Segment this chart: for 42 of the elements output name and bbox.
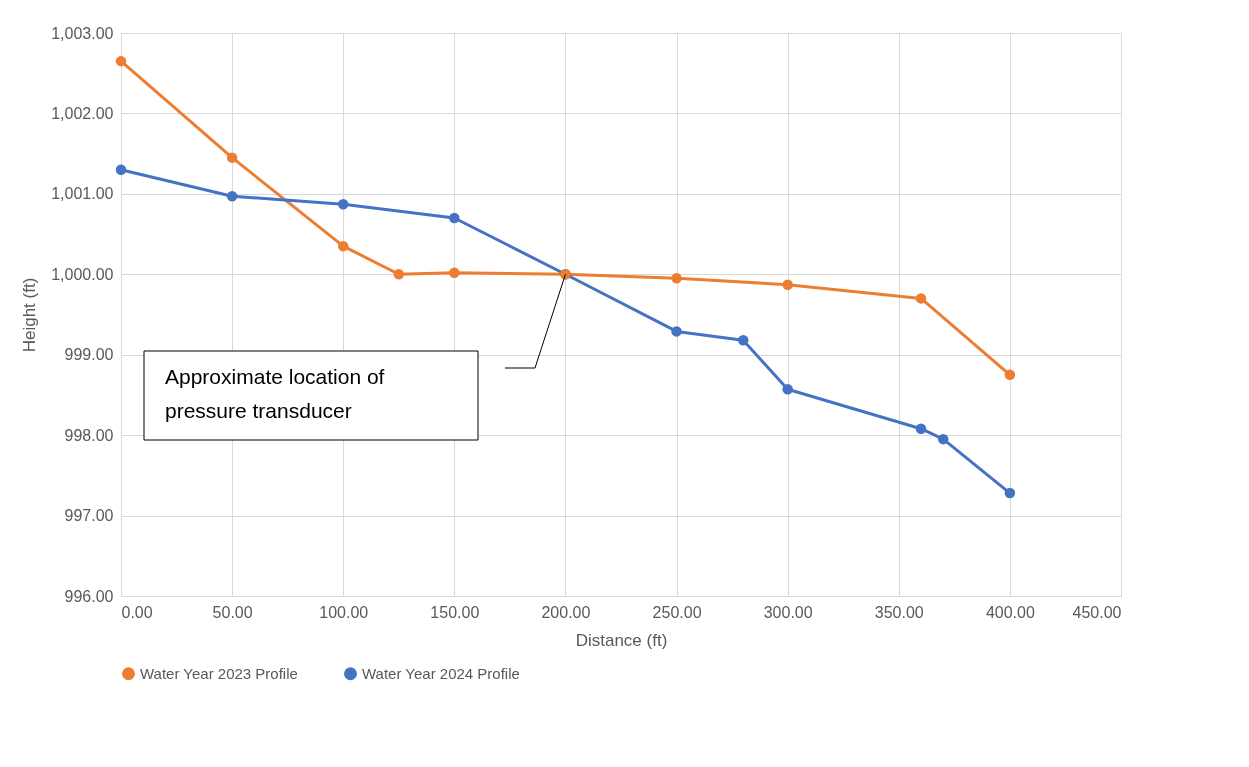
point xyxy=(337,240,349,252)
point xyxy=(671,273,682,284)
x-tick-label: 350.00 xyxy=(874,603,924,621)
point xyxy=(115,55,127,67)
point xyxy=(915,423,927,434)
x-tick-label: 300.00 xyxy=(763,603,813,621)
x-tick-label: 100.00 xyxy=(319,603,369,621)
point xyxy=(1004,487,1016,499)
x-tick-label: 200.00 xyxy=(541,603,591,621)
x-tick-label: 150.00 xyxy=(430,603,480,621)
point xyxy=(393,269,405,280)
point xyxy=(337,199,349,210)
y-tick-label: 998.00 xyxy=(64,426,114,444)
x-tick-label: 400.00 xyxy=(985,603,1035,621)
legend-label: Water Year 2023 Profile xyxy=(140,664,298,682)
point xyxy=(737,335,749,346)
point xyxy=(915,293,927,304)
point xyxy=(1004,369,1016,381)
point xyxy=(782,279,793,290)
x-axis-title: Distance (ft) xyxy=(575,630,668,650)
point xyxy=(449,267,460,278)
point xyxy=(226,152,238,163)
y-tick-label: 1,000.00 xyxy=(51,265,114,283)
point xyxy=(671,326,682,337)
y-tick-label: 1,002.00 xyxy=(51,104,114,122)
y-tick-label: 999.00 xyxy=(64,346,114,364)
y-tick-label: 997.00 xyxy=(64,507,114,525)
y-tick-label: 1,003.00 xyxy=(51,24,114,42)
point xyxy=(115,164,127,175)
x-tick-label: 50.00 xyxy=(212,603,253,621)
x-tick-label: 250.00 xyxy=(652,603,702,621)
point xyxy=(937,433,949,445)
point xyxy=(782,384,793,395)
x-tick-label: 450.00 xyxy=(1072,603,1122,621)
y-tick-label: 996.00 xyxy=(64,587,114,605)
annotation: Approximate location of pressure transducer xyxy=(165,365,385,422)
legend-label: Water Year 2024 Profile xyxy=(362,664,520,682)
point xyxy=(449,212,460,224)
y-tick-label: 1,001.00 xyxy=(51,185,114,203)
point xyxy=(226,191,238,202)
y-axis-title: Height (ft) xyxy=(20,277,40,353)
x-tick-label: 0.00 xyxy=(121,603,153,621)
